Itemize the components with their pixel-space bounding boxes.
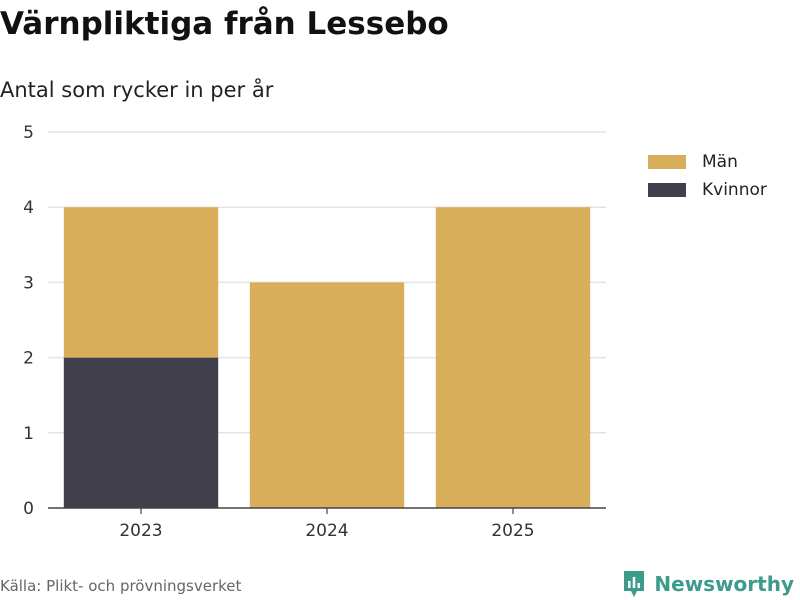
- newsworthy-logo-icon: [624, 571, 645, 597]
- y-tick-label: 2: [23, 349, 34, 369]
- y-tick-label: 1: [23, 424, 34, 444]
- y-tick-label: 4: [23, 198, 34, 218]
- legend-swatch-man: [648, 155, 686, 169]
- x-tick-label: 2024: [305, 521, 348, 541]
- brand-logo[interactable]: Newsworthy: [622, 569, 794, 599]
- bar-2024-män[interactable]: [249, 282, 405, 508]
- bar-2023-kvinnor[interactable]: [63, 357, 219, 508]
- y-tick-label: 5: [23, 123, 34, 143]
- x-tick-label: 2023: [119, 521, 162, 541]
- bar-2025-män[interactable]: [435, 207, 591, 508]
- chart-subtitle: Antal som rycker in per år: [0, 78, 274, 102]
- legend-item-man[interactable]: Män: [648, 148, 767, 176]
- chart-title: Värnpliktiga från Lessebo: [0, 6, 449, 42]
- bar-2023-män[interactable]: [63, 207, 219, 358]
- legend-label-kvinnor: Kvinnor: [702, 180, 767, 200]
- legend-label-man: Män: [702, 152, 738, 172]
- y-tick-label: 0: [23, 499, 34, 519]
- x-tick-label: 2025: [491, 521, 534, 541]
- axes: 0 1 2 3 4 5 2023 2024 2025: [23, 123, 606, 541]
- y-tick-label: 3: [23, 273, 34, 293]
- source-note: Källa: Plikt- och prövningsverket: [0, 577, 242, 595]
- legend: Män Kvinnor: [648, 148, 767, 204]
- bars: [63, 207, 591, 508]
- brand-name: Newsworthy: [654, 572, 794, 596]
- legend-item-kvinnor[interactable]: Kvinnor: [648, 176, 767, 204]
- legend-swatch-kvinnor: [648, 183, 686, 197]
